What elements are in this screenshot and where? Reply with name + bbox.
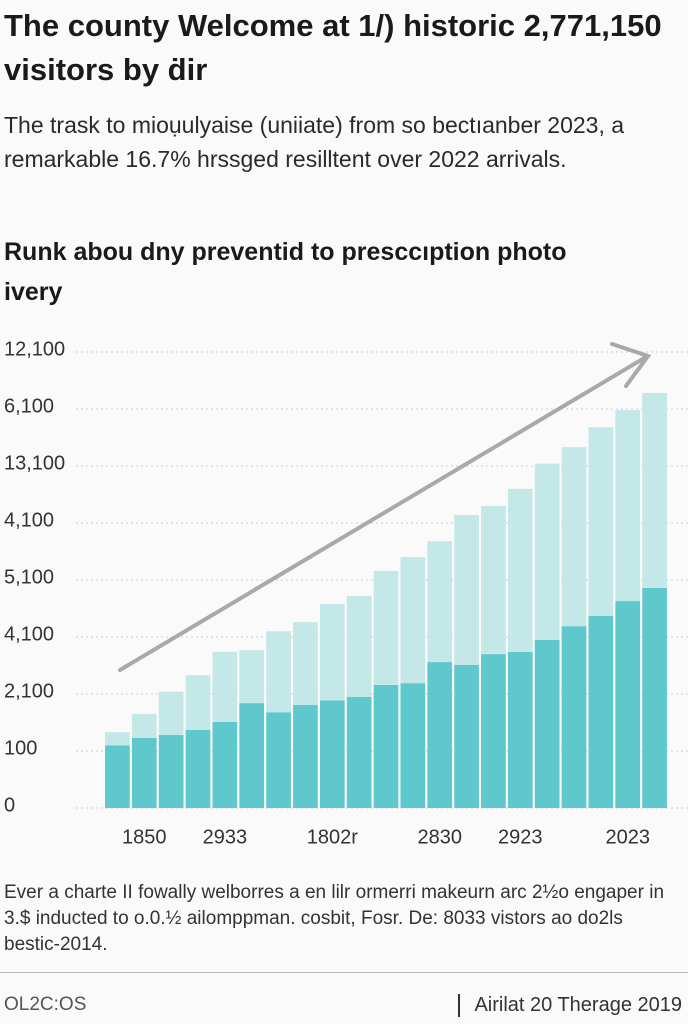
y-tick-label: 6,100 [4, 395, 54, 417]
bar-segment [373, 570, 399, 685]
grid: 0 100 2,100 4,100 5,100 4,100 13,100 6,100 12,10… [4, 338, 688, 848]
bar-segment [185, 729, 211, 808]
bar-segment [293, 622, 318, 705]
bar-segment [561, 626, 587, 808]
bar-segment [158, 735, 184, 808]
bar-segment [105, 732, 130, 746]
bar-segment [346, 696, 372, 808]
divider [0, 972, 688, 973]
bar-segment [400, 557, 426, 684]
bar-segment [427, 662, 453, 808]
x-tick-label: 2933 [203, 826, 248, 848]
bars [105, 393, 667, 808]
bar-segment [481, 654, 506, 808]
bar-segment [373, 684, 399, 808]
bar-segment [319, 603, 345, 701]
bar-segment [185, 675, 211, 730]
footer-left: OL2C:OS [4, 994, 87, 1015]
arrow-shaft [118, 355, 648, 672]
y-tick-label: 100 [4, 737, 37, 759]
chart: 0 100 2,100 4,100 5,100 4,100 13,100 6,100 12,10… [4, 338, 688, 848]
x-tick-label: 1850 [122, 826, 167, 848]
bar-segment [266, 712, 291, 808]
y-tick-label: 4,100 [4, 509, 54, 531]
bar-segment [427, 541, 453, 663]
bar-segment [534, 639, 560, 808]
bar-segment [561, 447, 587, 627]
bar-segment [454, 515, 479, 665]
bar-segment [400, 683, 426, 808]
bar-segment [212, 721, 238, 808]
footnote: Ever a charte II fowally welborres a en … [4, 882, 665, 955]
bar-segment [239, 703, 265, 808]
bar-segment [588, 615, 614, 808]
y-tick-label: 2,100 [4, 680, 54, 702]
bar-segment [266, 631, 291, 713]
bar-segment [105, 745, 130, 808]
bar-segment [158, 691, 184, 736]
y-tick-label: 5,100 [4, 566, 54, 588]
x-tick-label: 2830 [417, 826, 462, 848]
bar-segment [212, 651, 238, 722]
bar-segment [615, 601, 641, 808]
trend-arrow [118, 342, 652, 672]
bar-segment [615, 410, 641, 602]
bar-segment [319, 700, 345, 808]
y-tick-label: 0 [4, 794, 15, 816]
y-tick-label: 4,100 [4, 623, 54, 645]
bar-segment [239, 650, 265, 704]
x-tick-label: 2923 [498, 826, 543, 848]
bar-segment [481, 505, 506, 655]
bar-segment [507, 651, 533, 808]
bar-segment [293, 704, 318, 808]
arrow-head [610, 342, 652, 388]
x-tick-label: 2023 [605, 826, 650, 848]
bar-segment [131, 713, 157, 738]
bar-segment [346, 595, 372, 697]
bar-segment [642, 587, 667, 808]
bar-segment [534, 463, 560, 640]
y-tick-label: 13,100 [4, 452, 65, 474]
chart-title: Runk abou dny preventid to presccıption … [4, 238, 567, 306]
bar-segment [454, 664, 479, 808]
footer-right: Airilat 20 Therage 2019 [458, 994, 682, 1017]
bar-segment [642, 393, 667, 588]
bar-segment [131, 737, 157, 808]
x-tick-label: 1802r [307, 826, 358, 848]
bar-segment [588, 427, 614, 616]
y-tick-label: 12,100 [4, 338, 65, 360]
bar-segment [507, 488, 533, 652]
headline: The county Welcome at 1/) historic 2,771… [4, 8, 662, 87]
subtitle: The trask to mioụulyaise (uniiate) from … [4, 112, 625, 172]
